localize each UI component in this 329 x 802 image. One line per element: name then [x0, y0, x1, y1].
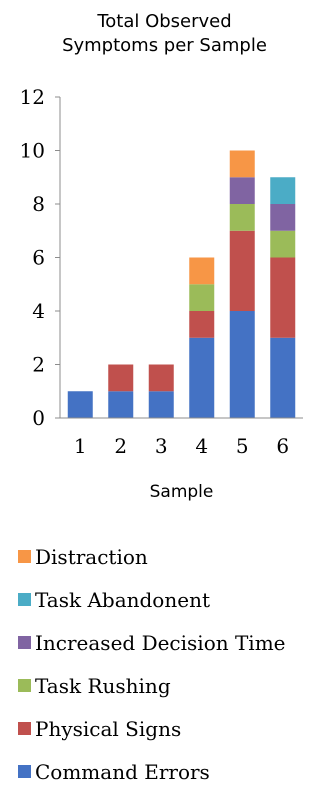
x-tick-label: 3: [155, 434, 168, 458]
bar-segment-physical-signs: [229, 230, 255, 311]
legend: Distraction Task Abandonent Increased Deci…: [18, 540, 286, 798]
legend-item: Task Abandonent: [18, 583, 286, 616]
legend-swatch: [18, 550, 31, 563]
chart-title-line-1: Total Observed: [97, 11, 232, 32]
bar-segment-task-abandonent: [270, 177, 296, 204]
legend-swatch: [18, 765, 31, 778]
legend-swatch: [18, 722, 31, 735]
y-tick-label: 12: [20, 85, 45, 109]
y-tick-label: 2: [32, 353, 45, 377]
legend-item: Physical Signs: [18, 712, 286, 745]
bar-segment-physical-signs: [189, 311, 215, 338]
legend-label: Command Errors: [35, 759, 210, 784]
y-tick-label: 6: [32, 246, 45, 270]
legend-swatch: [18, 593, 31, 606]
legend-item: Distraction: [18, 540, 286, 573]
legend-swatch: [18, 636, 31, 649]
legend-label: Physical Signs: [35, 716, 182, 741]
legend-label: Distraction: [35, 544, 148, 569]
bar-segment-command-errors: [108, 391, 134, 418]
y-tick-label: 4: [32, 299, 45, 323]
bar-segment-command-errors: [189, 337, 215, 418]
x-tick-label: 6: [276, 434, 289, 458]
chart-title-line-2: Symptoms per Sample: [62, 35, 267, 56]
bar-segment-command-errors: [67, 391, 93, 418]
bar-segment-increased-decision-time: [229, 177, 255, 204]
y-tick-label: 10: [20, 139, 45, 163]
legend-item: Task Rushing: [18, 669, 286, 702]
bar-segment-command-errors: [270, 337, 296, 418]
bar-segment-command-errors: [148, 391, 174, 418]
bar-segment-command-errors: [229, 311, 255, 418]
y-tick-label: 0: [32, 406, 45, 430]
legend-item: Increased Decision Time: [18, 626, 286, 659]
bar-segment-physical-signs: [108, 364, 134, 392]
legend-swatch: [18, 679, 31, 692]
legend-item: Command Errors: [18, 755, 286, 788]
x-tick-label: 4: [195, 434, 208, 458]
legend-label: Task Rushing: [35, 673, 171, 698]
bar-segment-physical-signs: [148, 364, 174, 392]
bar-segment-task-rushing: [189, 284, 215, 311]
bar-segment-task-rushing: [229, 204, 255, 231]
x-axis-title: Sample: [150, 482, 214, 502]
legend-label: Task Abandonent: [35, 587, 210, 612]
x-tick-label: 1: [74, 434, 87, 458]
y-tick-label: 8: [32, 192, 45, 216]
x-tick-label: 5: [236, 434, 249, 458]
x-tick-label: 2: [114, 434, 127, 458]
bar-segment-distraction: [229, 150, 255, 178]
bar-segment-task-rushing: [270, 230, 296, 258]
bar-segment-physical-signs: [270, 257, 296, 338]
legend-label: Increased Decision Time: [35, 630, 286, 655]
bar-segment-increased-decision-time: [270, 204, 296, 231]
bar-segment-distraction: [189, 257, 215, 285]
